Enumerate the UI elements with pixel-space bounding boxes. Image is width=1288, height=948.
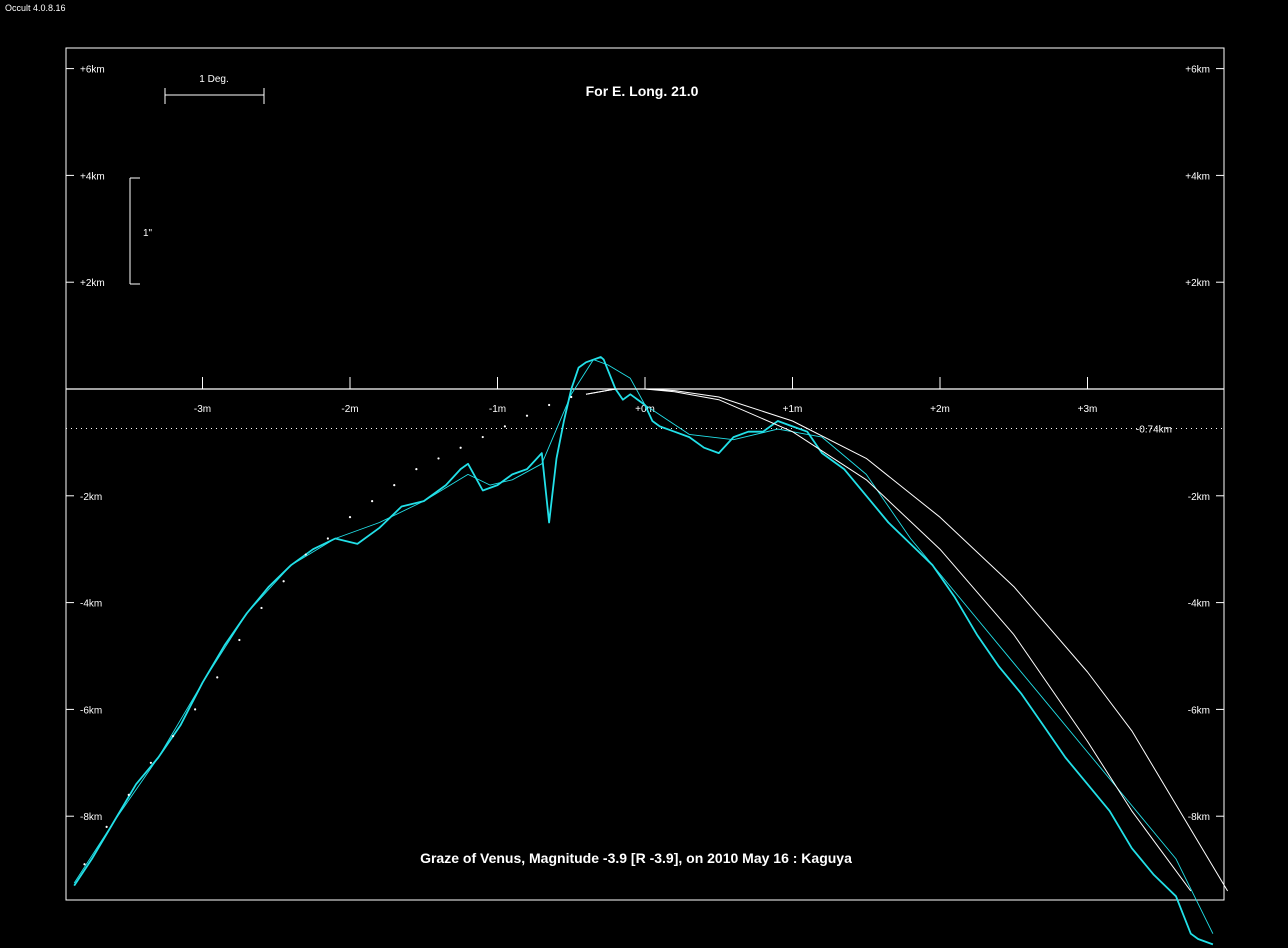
- horizontal-scale-label: 1 Deg.: [199, 74, 228, 85]
- limb-dot: [437, 457, 440, 460]
- y-tick-label-right: -6km: [1188, 705, 1210, 716]
- x-tick-label: -3m: [194, 404, 211, 415]
- limb-dot: [326, 537, 329, 540]
- limb-dot: [371, 500, 374, 503]
- limb-dot: [570, 395, 573, 399]
- limb-dot: [525, 414, 529, 417]
- x-tick-label: +2m: [930, 404, 950, 415]
- reference-line-label: -0.74km: [1136, 425, 1172, 436]
- y-tick-label-left: -2km: [80, 492, 102, 503]
- limb-dot: [216, 676, 219, 679]
- y-tick-label-left: +6km: [80, 65, 105, 76]
- y-tick-label-right: -8km: [1188, 812, 1210, 823]
- limb-dot: [171, 735, 175, 738]
- limb-dot: [459, 446, 462, 449]
- limb-dot: [481, 435, 484, 439]
- chart-subtitle: Graze of Venus, Magnitude -3.9 [R -3.9],…: [420, 850, 852, 866]
- y-tick-label-right: +6km: [1185, 65, 1210, 76]
- x-tick-label: -2m: [341, 404, 358, 415]
- app-title: Occult 4.0.8.16: [5, 3, 66, 13]
- limb-dot: [127, 793, 130, 796]
- limb-dot: [415, 468, 418, 471]
- limit-curve: [585, 388, 1192, 892]
- limb-dot: [194, 708, 197, 711]
- x-tick-label: +3m: [1078, 404, 1098, 415]
- plot-frame: [65, 47, 1225, 901]
- limb-dot: [282, 580, 285, 583]
- x-tick-label: -1m: [489, 404, 506, 415]
- y-tick-label-left: +2km: [80, 278, 105, 289]
- y-tick-label-left: -8km: [80, 812, 102, 823]
- vertical-scale-bar: [129, 177, 140, 285]
- y-tick-label-right: +2km: [1185, 278, 1210, 289]
- limb-dot: [238, 638, 241, 642]
- limb-dot: [503, 425, 506, 428]
- limb-dot: [105, 825, 108, 828]
- profile-line: [73, 356, 1214, 946]
- y-tick-label-right: -2km: [1188, 492, 1210, 503]
- y-tick-label-right: -4km: [1188, 599, 1210, 610]
- limb-dot: [393, 484, 396, 487]
- y-tick-label-left: -6km: [80, 705, 102, 716]
- chart-title: For E. Long. 21.0: [586, 83, 699, 99]
- y-tick-label-left: -4km: [80, 599, 102, 610]
- limb-dot: [260, 606, 263, 610]
- limb-dot: [149, 761, 152, 764]
- y-tick-label-left: +4km: [80, 171, 105, 182]
- horizontal-scale-bar: [164, 88, 265, 104]
- limit-curve: [585, 388, 1229, 892]
- limb-dot: [83, 863, 86, 866]
- vertical-scale-label: 1": [143, 228, 153, 239]
- limb-dot: [348, 516, 352, 519]
- limb-dot: [304, 553, 307, 556]
- x-tick-label: +1m: [783, 404, 803, 415]
- y-tick-label-right: +4km: [1185, 171, 1210, 182]
- limb-dot: [548, 403, 551, 407]
- smoothed-profile-line: [73, 359, 1214, 934]
- x-tick-label: +0m: [635, 404, 655, 415]
